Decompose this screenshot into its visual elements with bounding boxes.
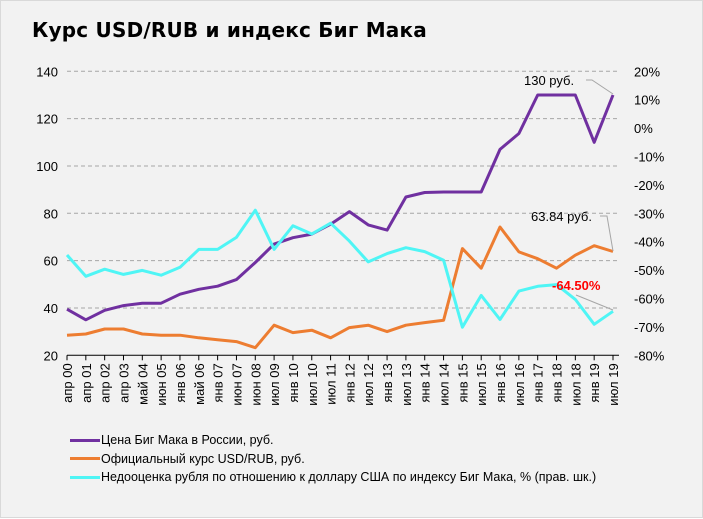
x-tick-label: янв 19	[587, 363, 602, 402]
x-tick-label: янв 14	[418, 363, 433, 402]
x-tick-label: июл 16	[512, 363, 527, 405]
x-axis: апр 00 апр 01 апр 02 апр 03 май 04 июн 05 янв …	[60, 354, 621, 406]
series-lines	[65, 93, 615, 350]
legend-item-usd-rub: Официальный курс USD/RUB, руб.	[70, 450, 596, 469]
y2-tick-label: -60%	[634, 292, 665, 307]
x-tick-label: апр 00	[60, 363, 75, 403]
y2-tick-label: -50%	[634, 263, 665, 278]
legend-label: Недооценка рубля по отношению к доллару …	[101, 470, 597, 485]
annotation-undervaluation-last: -64.50%	[552, 278, 601, 293]
y2-tick-label: 20%	[634, 64, 660, 79]
legend-label: Официальный курс USD/RUB, руб.	[101, 451, 305, 466]
x-tick-label: апр 01	[79, 363, 94, 403]
x-tick-label: июл 13	[399, 363, 414, 405]
undervaluation-line	[65, 208, 614, 329]
chart-title: Курс USD/RUB и индекс Биг Мака	[32, 18, 427, 42]
leader-line-undervaluation	[575, 294, 614, 311]
x-tick-label: июл 12	[361, 363, 376, 405]
y-tick-label: 120	[36, 112, 58, 127]
y-tick-label: 140	[36, 64, 58, 79]
legend-item-undervaluation: Недооценка рубля по отношению к доллару …	[70, 468, 596, 487]
x-tick-label: апр 03	[116, 363, 131, 403]
x-tick-label: июн 08	[248, 363, 263, 405]
x-tick-label: янв 15	[455, 363, 470, 402]
y-axis-left: 140 120 100 80 60 40 20	[36, 64, 58, 363]
x-tick-label: янв 10	[286, 363, 301, 402]
x-tick-label: янв 12	[342, 363, 357, 402]
x-tick-label: июн 07	[229, 363, 244, 405]
legend-swatch-orange	[70, 457, 100, 461]
y-tick-label: 100	[36, 159, 58, 174]
x-tick-label: янв 06	[173, 363, 188, 402]
annotation-big-mac-last: 130 руб.	[524, 73, 574, 88]
x-tick-label: апр 02	[98, 363, 113, 403]
gridlines	[67, 70, 619, 309]
x-tick-label: июл 15	[474, 363, 489, 405]
annotations: 130 руб. 63.84 руб. -64.50%	[524, 73, 614, 311]
x-tick-label: июл 14	[437, 363, 452, 405]
x-tick-label: янв 13	[380, 363, 395, 402]
y-axis-right: 20% 10% 0% -10% -20% -30% -40% -50% -60% -70% -80%	[634, 64, 665, 363]
x-tick-label: июл 18	[568, 363, 583, 405]
y2-tick-label: -70%	[634, 320, 665, 335]
y-tick-label: 80	[44, 206, 58, 221]
legend-swatch-cyan	[70, 475, 100, 479]
x-tick-label: янв 17	[531, 363, 546, 402]
x-tick-label: май 04	[135, 363, 150, 405]
x-tick-label: янв 07	[211, 363, 226, 402]
x-tick-label: июл 10	[305, 363, 320, 405]
y2-tick-label: -40%	[634, 235, 665, 250]
chart-legend: Цена Биг Мака в России, руб. Официальный…	[70, 431, 596, 487]
legend-item-big-mac: Цена Биг Мака в России, руб.	[70, 431, 596, 450]
y-tick-label: 60	[44, 254, 58, 269]
legend-label: Цена Биг Мака в России, руб.	[101, 433, 274, 448]
big-mac-price-line	[66, 93, 615, 322]
x-tick-label: июн 05	[154, 363, 169, 405]
y-tick-label: 20	[44, 348, 58, 363]
annotation-usd-rub-last: 63.84 руб.	[531, 209, 592, 224]
x-tick-label: янв 16	[493, 363, 508, 402]
leader-line-usd-rub	[600, 215, 614, 252]
y2-tick-label: -10%	[634, 150, 665, 165]
x-tick-label: июл 11	[324, 363, 339, 404]
y2-tick-label: -20%	[634, 178, 665, 193]
leader-line-big-mac	[586, 79, 614, 95]
y2-tick-label: -30%	[634, 206, 665, 221]
x-tick-label: июл 19	[606, 363, 621, 405]
y2-tick-label: 0%	[634, 121, 653, 136]
x-tick-label: янв 18	[550, 363, 565, 402]
y2-tick-label: -80%	[634, 348, 665, 363]
x-tick-label: май 06	[192, 363, 207, 405]
x-tick-label: июл 09	[267, 363, 282, 405]
y-tick-label: 40	[44, 301, 58, 316]
y2-tick-label: 10%	[634, 93, 660, 108]
legend-swatch-purple	[70, 438, 100, 442]
usd-rub-line	[66, 225, 614, 350]
